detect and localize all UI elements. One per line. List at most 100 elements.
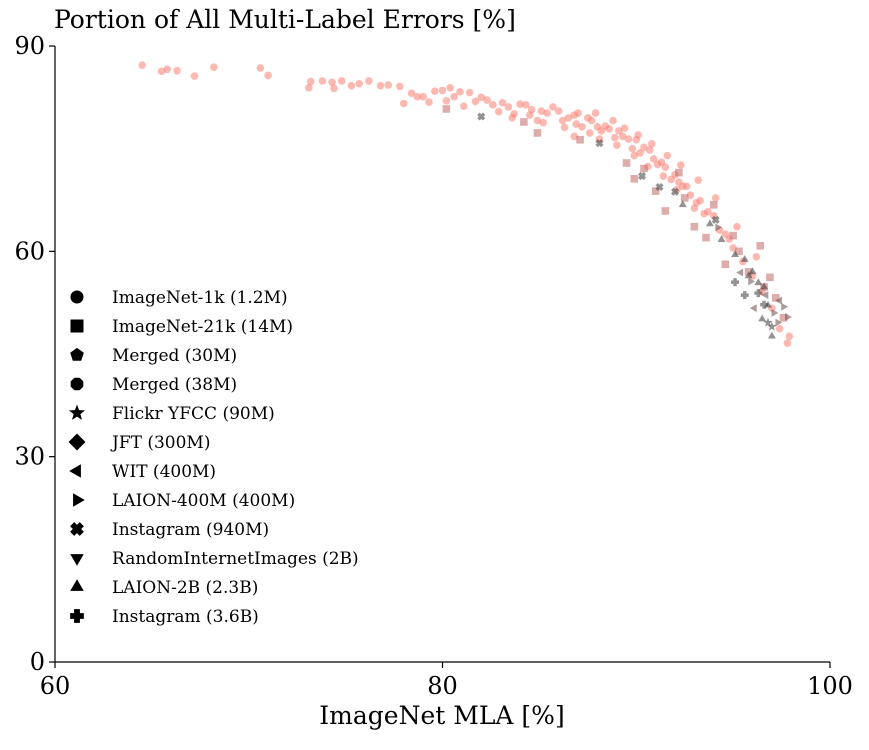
data-point: [560, 123, 569, 132]
data-point: [210, 63, 218, 72]
data-point: [471, 97, 480, 106]
data-point: [407, 89, 416, 98]
data-point: [721, 260, 730, 269]
data-points: [138, 61, 794, 347]
data-point: [554, 107, 563, 115]
data-point: [767, 331, 776, 339]
data-point: [533, 129, 542, 137]
data-point: [670, 187, 680, 196]
data-point: [622, 159, 631, 167]
data-point: [655, 182, 664, 192]
data-point: [748, 267, 757, 275]
y-tick-label: 30: [14, 443, 45, 471]
data-point: [729, 244, 737, 252]
legend-label: ImageNet-1k (1.2M): [112, 288, 288, 308]
data-point: [337, 77, 346, 85]
data-point: [663, 151, 672, 160]
data-point: [456, 88, 464, 96]
legend-label: RandomInternetImages (2B): [112, 549, 359, 569]
data-point: [522, 101, 530, 109]
data-point: [157, 67, 166, 76]
data-point: [494, 107, 503, 116]
data-point: [647, 140, 656, 148]
data-point: [736, 268, 744, 277]
data-point: [686, 191, 695, 200]
data-point: [763, 317, 773, 327]
data-point: [636, 148, 644, 157]
data-point: [539, 118, 548, 127]
data-point: [483, 96, 491, 104]
data-point: [595, 139, 604, 148]
x-tick-label: 80: [427, 672, 458, 700]
data-point: [549, 103, 557, 111]
data-point: [783, 339, 792, 347]
data-point: [733, 222, 741, 231]
data-point: [775, 318, 783, 327]
data-point: [574, 109, 582, 117]
x-tick-label: 60: [40, 672, 71, 700]
data-point: [533, 116, 542, 125]
data-point: [711, 215, 720, 224]
axis-ticks: 60 80 100 0 30 60 90: [14, 32, 852, 700]
data-point: [766, 273, 774, 282]
data-point: [729, 231, 737, 240]
data-point: [306, 77, 315, 86]
legend-marker: [70, 347, 84, 361]
data-point: [460, 102, 468, 111]
legend-marker: [70, 377, 84, 391]
data-point: [761, 291, 769, 300]
data-point: [611, 133, 619, 142]
data-point: [704, 207, 712, 216]
data-point: [640, 143, 648, 152]
legend-label: Merged (30M): [112, 346, 237, 366]
data-point: [399, 99, 408, 108]
legend-marker: [70, 319, 84, 333]
legend-label: Instagram (940M): [112, 520, 269, 540]
data-point: [624, 135, 633, 143]
data-point: [413, 92, 422, 101]
data-point: [785, 313, 792, 321]
data-point: [396, 82, 404, 91]
data-point: [376, 81, 385, 90]
data-point: [752, 253, 761, 261]
data-point: [740, 254, 749, 262]
data-point: [781, 302, 789, 311]
data-point: [609, 116, 617, 125]
legend-marker: [70, 609, 84, 623]
data-point: [587, 116, 596, 125]
data-point: [744, 271, 753, 279]
data-point: [570, 132, 579, 141]
data-point: [749, 304, 757, 313]
data-point: [735, 247, 743, 256]
data-point: [498, 99, 507, 107]
data-point: [705, 219, 714, 227]
data-point: [450, 92, 458, 101]
data-point: [771, 308, 779, 317]
legend-marker: [69, 464, 81, 478]
data-point: [661, 163, 670, 171]
data-point: [330, 84, 338, 93]
legend-marker: [70, 554, 84, 566]
data-point: [775, 324, 784, 333]
legend-label: Instagram (3.6B): [112, 607, 259, 627]
data-point: [740, 291, 749, 300]
data-point: [477, 93, 486, 102]
data-point: [715, 223, 723, 232]
data-point: [264, 71, 272, 80]
data-point: [190, 72, 199, 80]
data-point: [138, 61, 146, 69]
legend-label: LAION-400M (400M): [112, 491, 295, 511]
data-point: [618, 132, 627, 141]
data-point: [754, 278, 763, 286]
data-point: [438, 86, 447, 95]
legend-marker: [70, 290, 84, 304]
data-point: [305, 83, 313, 92]
data-point: [640, 164, 648, 173]
data-point: [504, 103, 513, 111]
data-point: [651, 187, 660, 195]
y-tick-label: 60: [14, 237, 45, 265]
legend-label: WIT (400M): [112, 462, 216, 482]
data-point: [760, 300, 769, 309]
data-point: [489, 101, 497, 109]
data-point: [680, 194, 689, 202]
